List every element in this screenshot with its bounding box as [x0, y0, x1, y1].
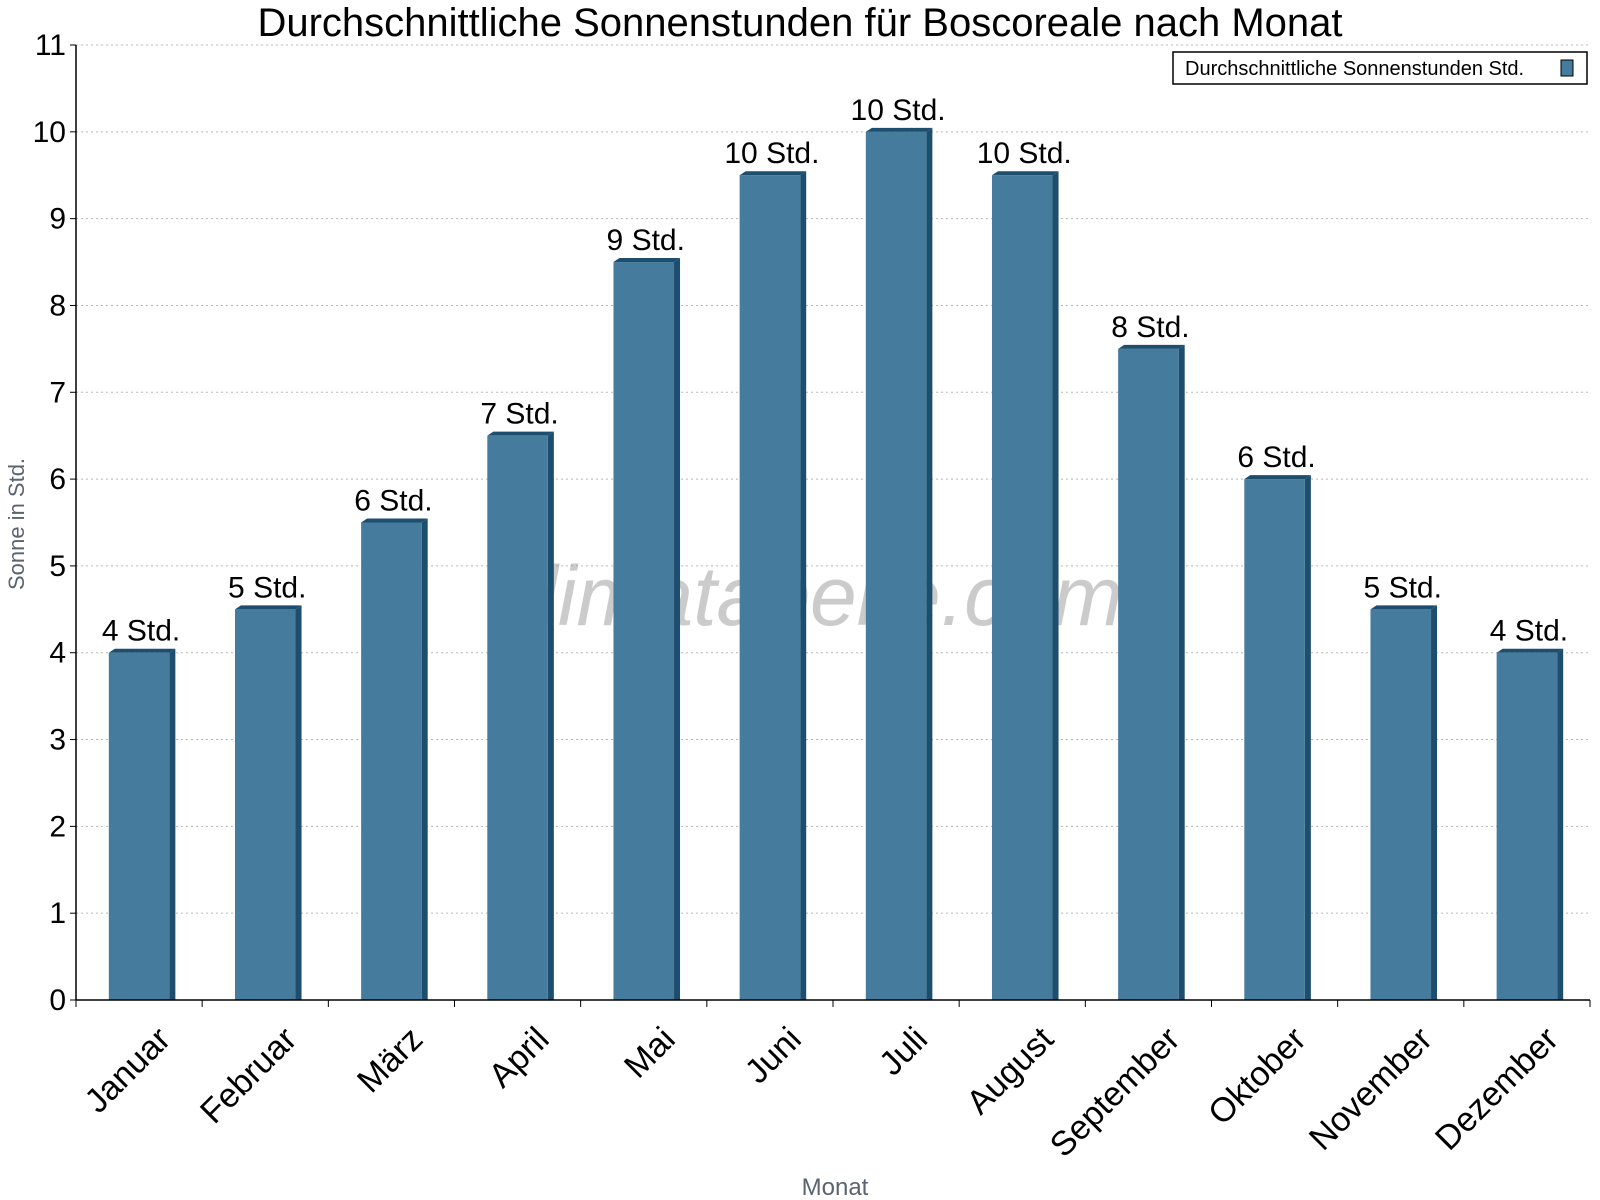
bar-oktober: [1244, 475, 1311, 1000]
bar-side: [1431, 605, 1438, 1000]
x-tick-label: Juni: [738, 1020, 809, 1091]
bar-september: [1118, 344, 1185, 1000]
y-tick-label: 5: [49, 550, 66, 583]
bar-side: [674, 258, 681, 1001]
bar-side: [421, 518, 428, 1000]
bar-top: [613, 258, 681, 263]
data-label: 5 Std.: [1364, 571, 1442, 604]
y-axis-label: Sonne in Std.: [4, 458, 29, 590]
bar-side: [926, 127, 933, 1001]
data-label: 10 Std.: [977, 137, 1072, 170]
bar: [487, 435, 548, 1000]
y-tick-label: 4: [49, 637, 66, 670]
x-tick-label: September: [1043, 1020, 1187, 1164]
y-tick-label: 7: [49, 376, 66, 409]
legend: Durchschnittliche Sonnenstunden Std.: [1172, 51, 1588, 85]
bar: [1370, 609, 1432, 1000]
bar: [1118, 348, 1179, 1000]
legend-label: Durchschnittliche Sonnenstunden Std.: [1185, 58, 1524, 80]
bar-side: [169, 648, 176, 1000]
bar-side: [1178, 344, 1185, 1000]
bar: [991, 175, 1053, 1000]
x-tick-label: Oktober: [1201, 1020, 1313, 1132]
bar-juli: [865, 127, 933, 1001]
bar: [1496, 652, 1558, 1000]
data-label: 5 Std.: [228, 571, 306, 604]
bar-top: [1118, 344, 1185, 349]
bar-februar: [234, 605, 302, 1000]
bar-dezember: [1496, 648, 1564, 1000]
bar-top: [865, 127, 933, 132]
bar-top: [487, 431, 554, 436]
bar-top: [1370, 605, 1438, 610]
bar: [108, 652, 170, 1000]
y-tick-labels: 0 1 2 3 4 5 6 7 8 9 10 11: [33, 29, 66, 1017]
x-tick-label: November: [1302, 1020, 1440, 1158]
bar-november: [1370, 605, 1438, 1000]
axes: [70, 44, 1591, 1007]
data-label: 10 Std.: [851, 94, 946, 127]
bars: [108, 127, 1564, 1001]
bar-side: [295, 605, 302, 1000]
bar-april: [487, 431, 554, 1000]
legend-box: [1172, 51, 1588, 85]
bar: [613, 262, 675, 1001]
x-tick-label: Dezember: [1428, 1020, 1566, 1158]
data-label: 4 Std.: [102, 615, 180, 648]
data-label: 4 Std.: [1490, 615, 1568, 648]
x-tick-label: Mai: [617, 1020, 683, 1086]
bar-top: [234, 605, 302, 610]
bar-januar: [108, 648, 176, 1000]
y-tick-label: 3: [49, 724, 66, 757]
x-tick-label: Februar: [193, 1020, 304, 1131]
bar-side: [1052, 171, 1059, 1000]
bar-top: [361, 518, 428, 523]
x-tick-label: August: [959, 1020, 1061, 1122]
y-tick-label: 10: [33, 116, 66, 149]
bar-side: [800, 171, 807, 1000]
bar: [234, 609, 296, 1000]
bar-mrz: [361, 518, 428, 1000]
bar-side: [1304, 475, 1311, 1000]
gridlines: [76, 44, 1590, 914]
data-label: 6 Std.: [1237, 441, 1315, 474]
bar: [865, 131, 927, 1000]
y-tick-label: 1: [49, 897, 66, 930]
chart-title: Durchschnittliche Sonnenstunden für Bosc…: [257, 1, 1342, 45]
y-tick-label: 0: [49, 984, 66, 1017]
data-label: 7 Std.: [480, 398, 558, 431]
value-labels: 4 Std. 5 Std. 6 Std. 7 Std. 9 Std. 10 Std. 10 …: [102, 94, 1568, 648]
bar: [1244, 479, 1305, 1000]
x-tick-label: Juli: [872, 1020, 935, 1083]
data-label: 6 Std.: [354, 485, 432, 518]
x-tick-label: März: [350, 1020, 430, 1100]
y-tick-label: 8: [49, 289, 66, 322]
bar-top: [108, 648, 176, 653]
bar: [361, 522, 422, 1000]
bar-top: [1244, 475, 1311, 480]
y-tick-label: 6: [49, 463, 66, 496]
y-tick-label: 11: [35, 29, 66, 62]
data-label: 10 Std.: [724, 137, 819, 170]
y-tick-label: 2: [49, 810, 66, 843]
bar-top: [739, 171, 807, 176]
x-tick-label: Januar: [78, 1020, 178, 1120]
y-tick-label: 9: [49, 203, 66, 236]
bar-juni: [739, 171, 807, 1000]
x-tick-label: April: [481, 1020, 556, 1095]
bar-side: [1557, 648, 1564, 1000]
bar-top: [1496, 648, 1564, 653]
x-axis-label: Monat: [802, 1174, 869, 1200]
x-tick-labels: Januar Februar März April Mai Juni Juli AugustS…: [78, 1020, 1566, 1165]
data-label: 9 Std.: [607, 224, 685, 257]
bar-top: [991, 171, 1059, 176]
bar: [739, 175, 801, 1000]
bar-side: [547, 431, 554, 1000]
bar-mai: [613, 258, 681, 1001]
legend-swatch: [1560, 59, 1574, 77]
bar-august: [991, 171, 1059, 1000]
data-label: 8 Std.: [1111, 311, 1189, 344]
